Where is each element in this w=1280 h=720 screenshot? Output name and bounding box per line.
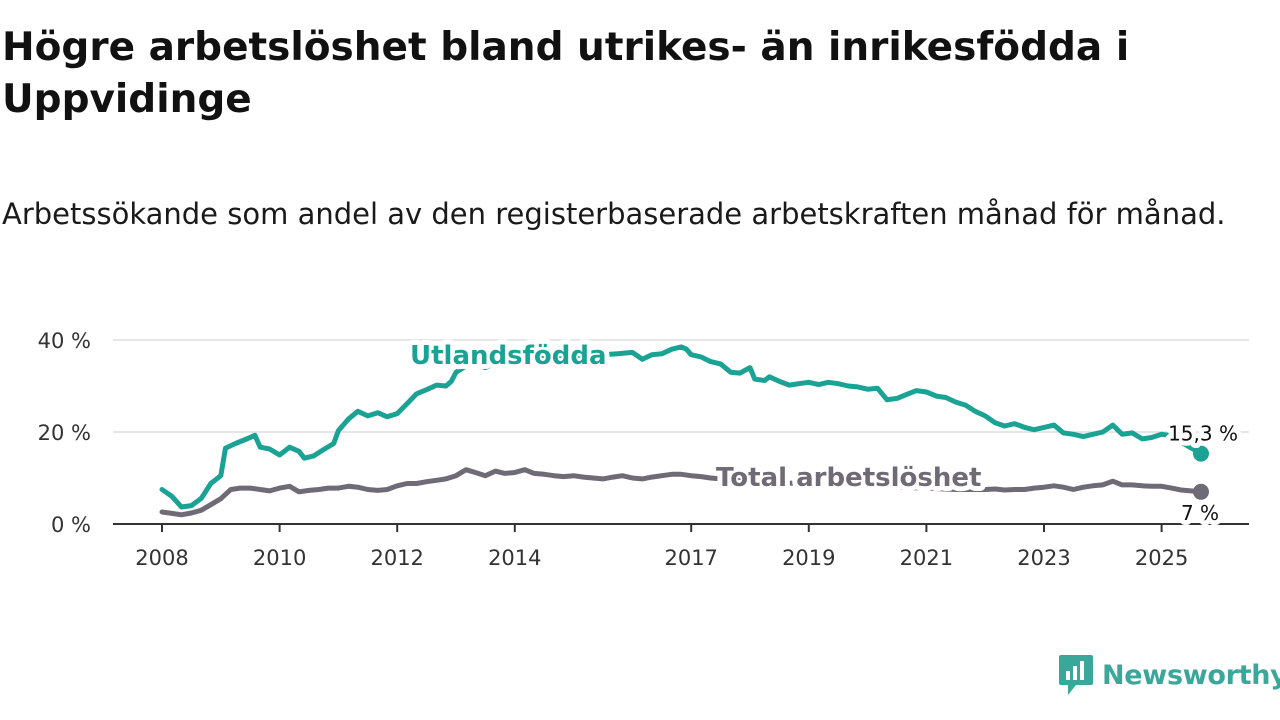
series-label-total: Total arbetslöshet: [716, 463, 981, 493]
series-end-point: [1192, 483, 1209, 500]
end-label-utlandsfodda-halo: 15,3 %: [1168, 422, 1238, 446]
x-tick-label: 2008: [135, 546, 188, 570]
gridlines: [113, 339, 1249, 433]
x-tick-label: 2021: [900, 546, 953, 570]
series-label-total-halo: Total arbetslöshet: [716, 463, 981, 493]
brand-name: Newsworthy: [1102, 659, 1280, 691]
y-axis-tick-labels: 0 % 20 % 40 %: [38, 329, 91, 537]
chart-title: Högre arbetslöshet bland utrikes- än inr…: [2, 25, 1130, 122]
series-line-total: [159, 467, 1204, 518]
series-end-point: [1192, 445, 1209, 462]
end-label-total-halo: 7 %: [1181, 501, 1219, 525]
series-label-utlandsfodda-halo: Utlandsfödda: [410, 341, 607, 371]
x-tick-label: 2019: [782, 546, 835, 570]
x-tick-label: 2025: [1135, 546, 1188, 570]
x-tick-label: 2010: [253, 546, 306, 570]
newsworthy-logo-icon: [1059, 655, 1093, 695]
y-tick-label: 40 %: [38, 329, 91, 353]
series-line-utlandsfodda: [159, 344, 1204, 510]
chart-subtitle: Arbetssökande som andel av den registerb…: [2, 197, 1226, 231]
y-tick-label: 0 %: [51, 513, 91, 537]
x-tick-label: 2014: [488, 546, 541, 570]
x-tick-label: 2012: [370, 546, 423, 570]
series-label-utlandsfodda: Utlandsfödda: [410, 341, 607, 371]
end-label-total: 7 %: [1181, 501, 1219, 525]
newsworthy-logo: Newsworthy: [1058, 653, 1280, 697]
x-tick-label: 2017: [664, 546, 717, 570]
x-tick-label: 2023: [1017, 546, 1070, 570]
y-tick-label: 20 %: [38, 421, 91, 445]
end-label-utlandsfodda: 15,3 %: [1168, 422, 1238, 446]
x-axis-ticks: 2008 2010 2012 2014 2017 2019 2021 2023 2025: [135, 524, 1188, 570]
series-lines: [159, 344, 1209, 518]
